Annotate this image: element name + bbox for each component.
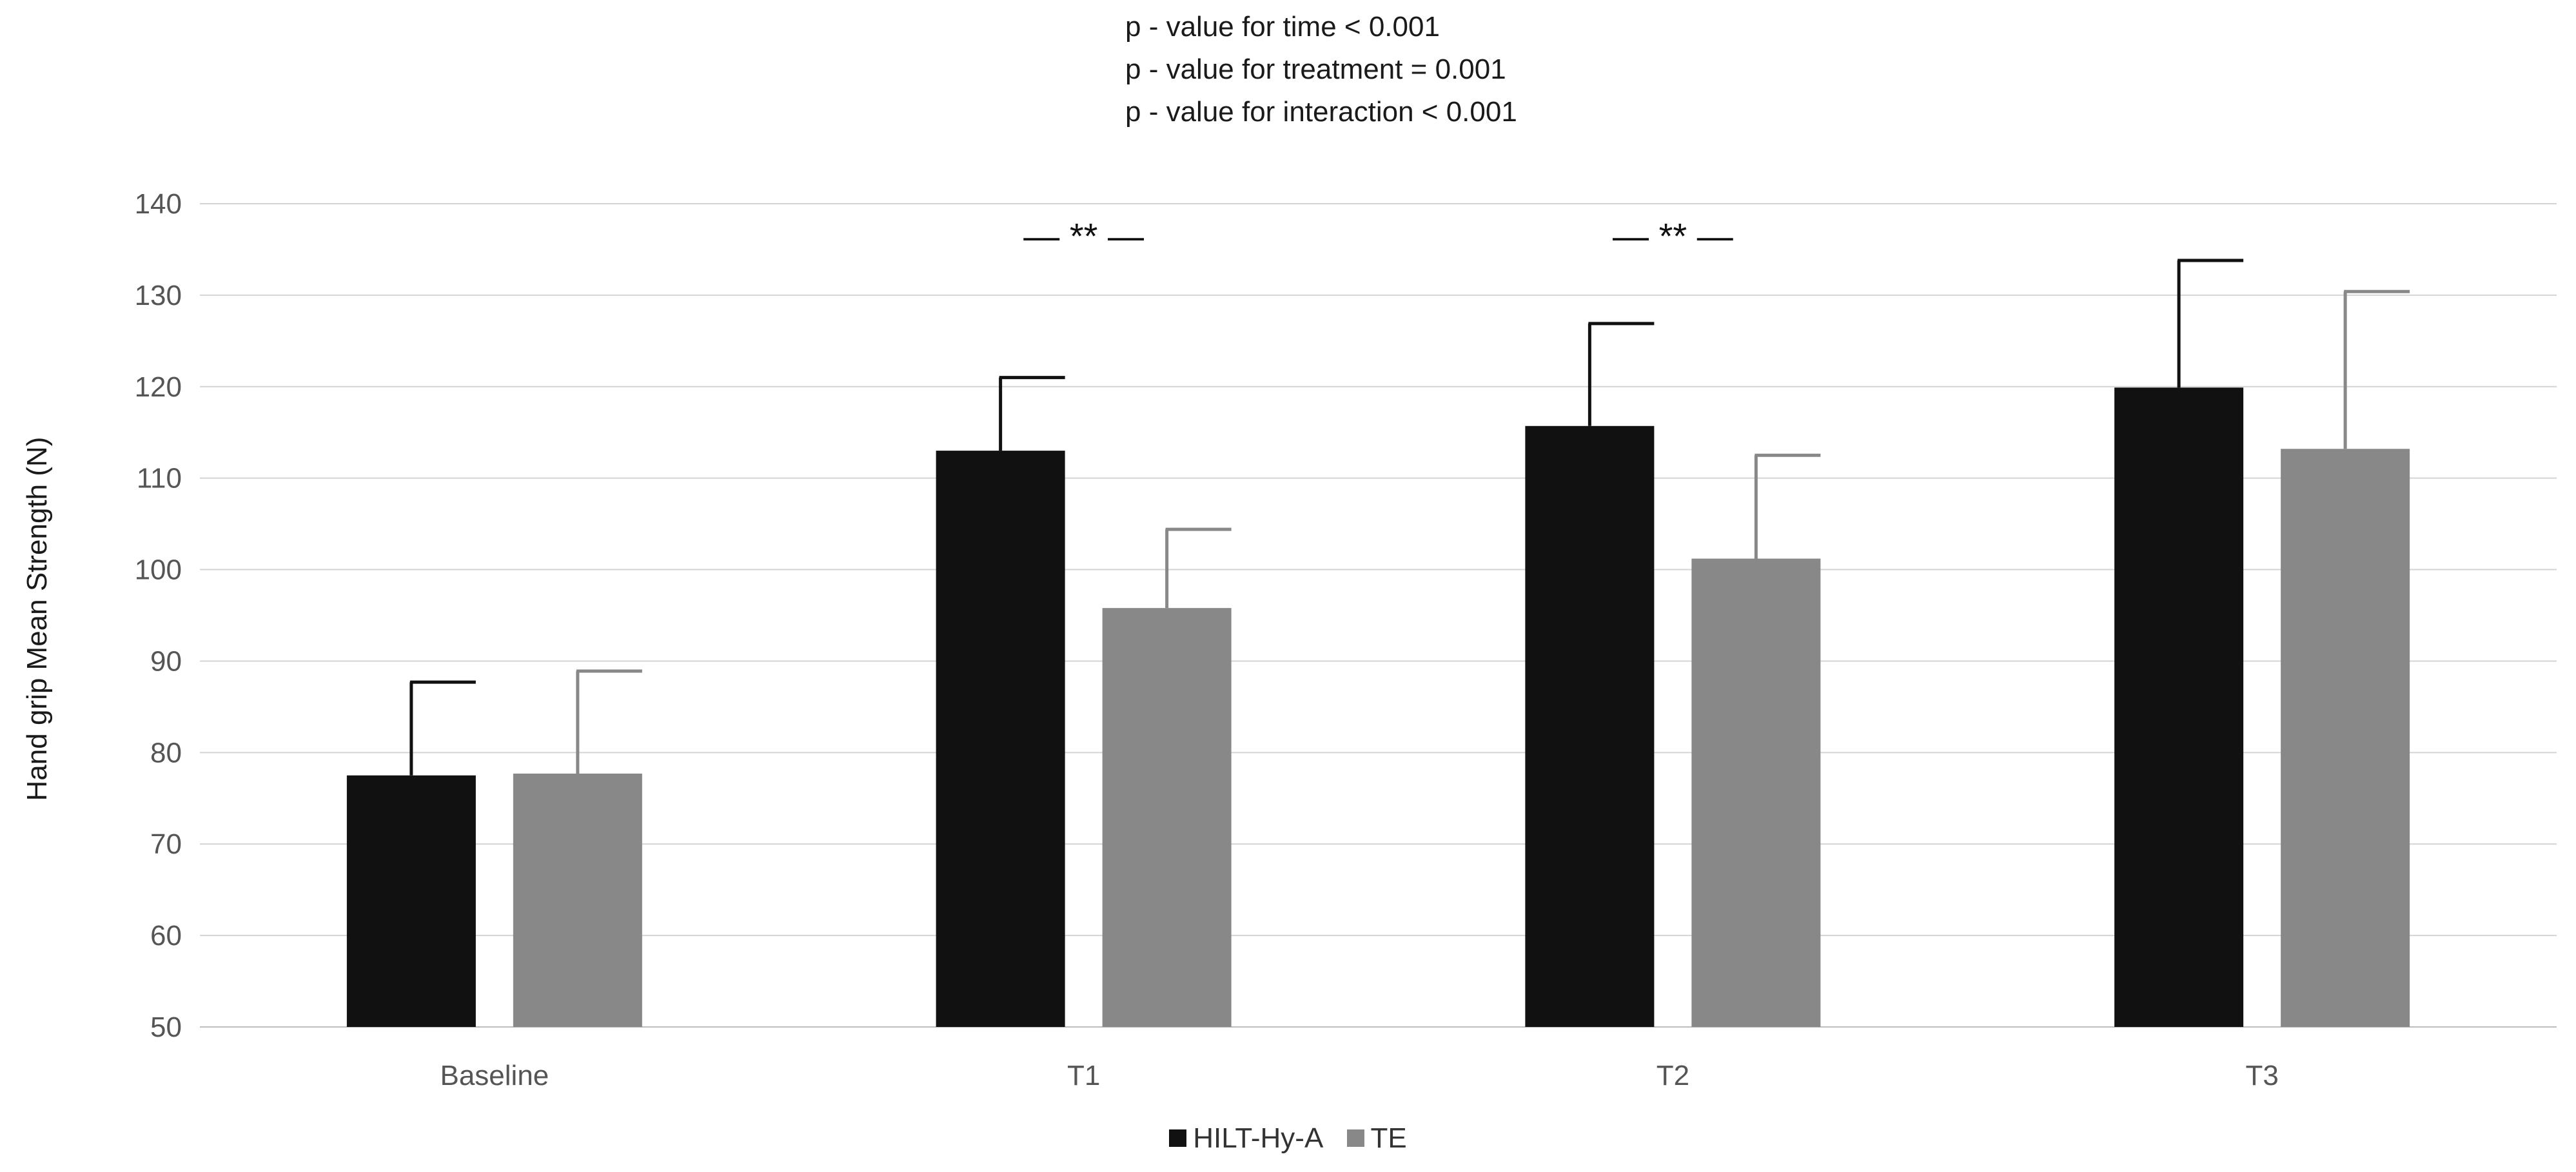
legend-item-te: TE <box>1346 1122 1407 1154</box>
legend-label-hilt: HILT-Hy-A <box>1193 1122 1324 1154</box>
bar <box>1525 425 1655 1027</box>
significance-markers: — ** — — ** — <box>1023 216 1733 257</box>
bar <box>1102 608 1232 1027</box>
y-tick-labels: 50 60 70 80 90 100 110 120 130 140 <box>135 188 182 1043</box>
x-tick-label: T2 <box>1657 1060 1689 1091</box>
x-tick-label: Baseline <box>440 1060 549 1091</box>
x-tick-label: T1 <box>1067 1060 1100 1091</box>
y-tick-label: 80 <box>150 737 182 768</box>
legend-label-te: TE <box>1370 1122 1407 1154</box>
error-bars <box>409 259 2410 776</box>
bar <box>936 451 1065 1027</box>
p-value-time: p - value for time < 0.001 <box>1125 11 1440 43</box>
significance-label: — ** — <box>1613 216 1733 257</box>
x-tick-labels: Baseline T1 T2 T3 <box>440 1060 2278 1091</box>
p-value-treatment: p - value for treatment = 0.001 <box>1125 54 1506 85</box>
y-axis-label: Hand grip Mean Strength (N) <box>21 437 53 801</box>
y-tick-label: 60 <box>150 920 182 952</box>
legend-item-hilt: HILT-Hy-A <box>1169 1124 1323 1153</box>
x-tick-label: T3 <box>2245 1060 2278 1091</box>
y-tick-label: 140 <box>135 188 182 220</box>
y-tick-label: 50 <box>150 1011 182 1043</box>
bar <box>1691 558 1821 1027</box>
y-tick-label: 110 <box>137 463 182 494</box>
legend-swatch-te <box>1346 1129 1364 1147</box>
bar <box>2281 449 2410 1027</box>
y-tick-label: 120 <box>135 371 182 403</box>
bar <box>513 773 642 1027</box>
y-tick-label: 130 <box>135 280 182 311</box>
y-tick-label: 100 <box>135 554 182 586</box>
y-tick-label: 90 <box>150 645 182 677</box>
significance-label: — ** — <box>1023 216 1144 257</box>
bars <box>346 387 2410 1027</box>
legend: HILT-Hy-A TE <box>0 1124 2576 1153</box>
bar <box>2114 387 2244 1027</box>
legend-swatch-hilt <box>1169 1129 1187 1147</box>
bar <box>346 775 476 1027</box>
y-tick-label: 70 <box>150 828 182 860</box>
p-value-interaction: p - value for interaction < 0.001 <box>1125 96 1517 128</box>
